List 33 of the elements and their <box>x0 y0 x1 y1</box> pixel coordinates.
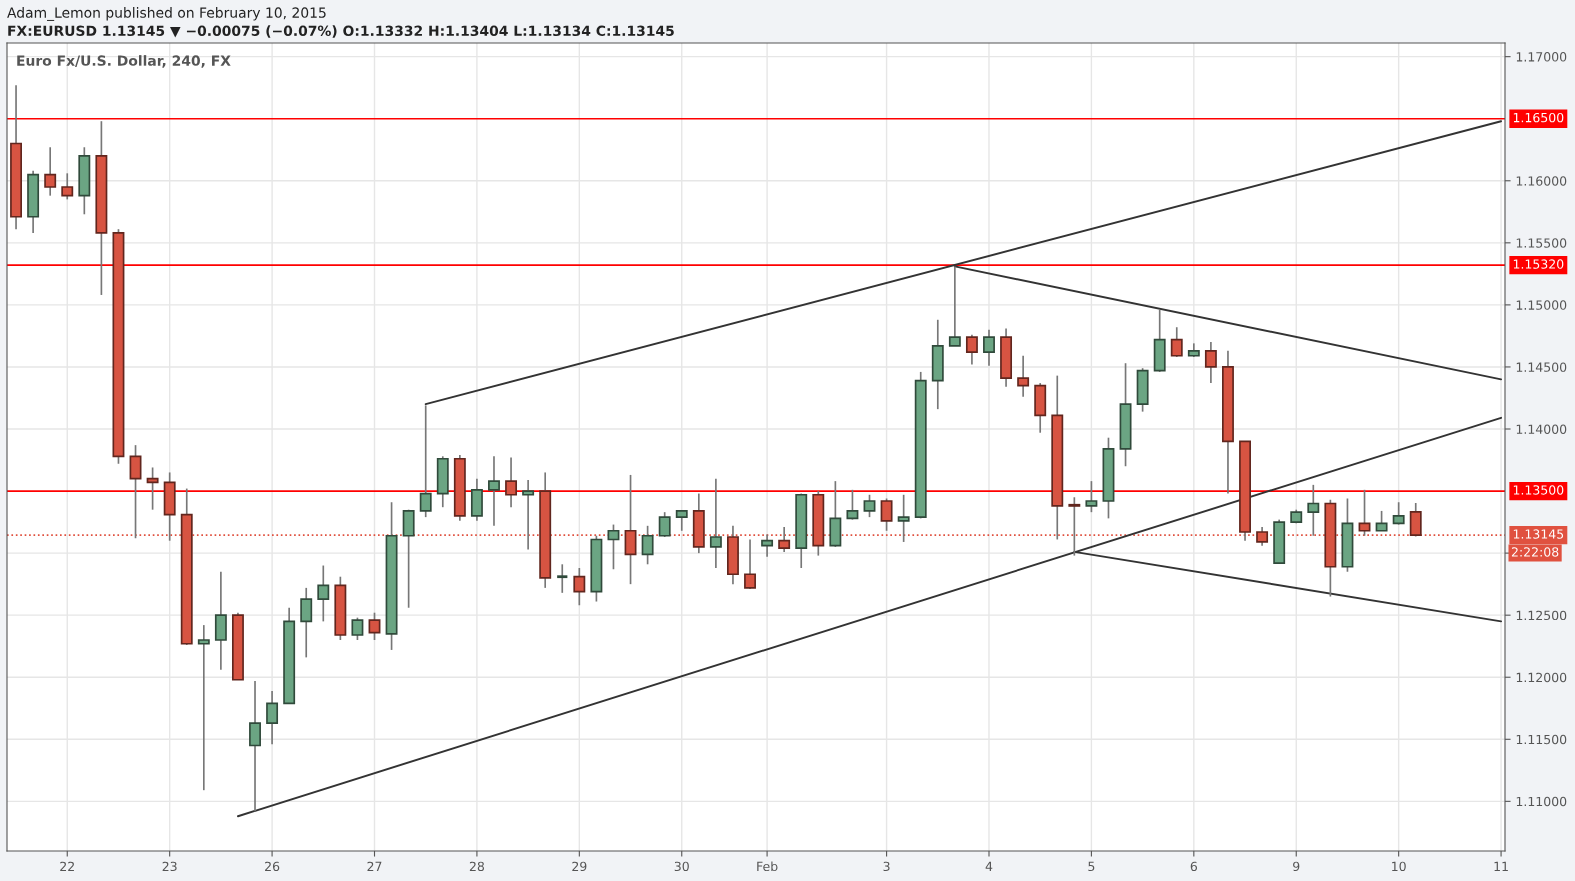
x-tick-label: Feb <box>757 861 778 872</box>
y-tick-label: 1.12500 <box>1516 610 1567 621</box>
x-tick-label: 30 <box>674 861 689 872</box>
x-tick-label: 11 <box>1494 861 1508 871</box>
ref-line-label: 1.15320 <box>1513 259 1564 269</box>
y-tick-label: 1.15000 <box>1516 300 1567 310</box>
text: Euro Fx/U.S. Dollar, 240, FX <box>17 55 231 68</box>
x-tick-label: 28 <box>469 861 485 872</box>
text: Adam_Lemon published on February 10, 2015 <box>7 7 326 21</box>
x-tick-label: 9 <box>1293 861 1300 872</box>
x-tick-label: 26 <box>265 861 280 872</box>
ref-line-label: 1.13500 <box>1513 485 1564 495</box>
y-tick-label: 1.16000 <box>1516 176 1567 186</box>
x-tick-label: 10 <box>1392 861 1406 872</box>
y-tick-label: 1.11000 <box>1516 796 1567 807</box>
x-tick-label: 4 <box>985 861 993 871</box>
y-tick-label: 1.14500 <box>1516 362 1567 372</box>
y-tick-label: 1.14000 <box>1516 424 1567 434</box>
ref-line-label: 1.13145 <box>1513 529 1564 539</box>
x-tick-label: 23 <box>162 861 177 872</box>
x-tick-label: 22 <box>60 861 74 871</box>
x-tick-label: 6 <box>1190 861 1198 872</box>
x-tick-label: 3 <box>883 861 890 872</box>
x-tick-label: 29 <box>572 861 587 872</box>
x-tick-label: 27 <box>367 861 382 871</box>
text: FX:EURUSD 1.13145 ▼ −0.00075 (−0.07%) O:1.13332 H:1.13404 L:1.13134 C:1.13145 <box>8 25 674 38</box>
ref-line-label: 1.16500 <box>1513 112 1564 123</box>
y-tick-label: 1.12000 <box>1516 672 1567 683</box>
y-tick-label: 1.15500 <box>1516 238 1567 248</box>
text: 2:22:08 <box>1511 547 1559 557</box>
y-tick-label: 1.17000 <box>1516 52 1567 62</box>
x-tick-label: 5 <box>1088 861 1095 872</box>
y-tick-label: 1.11500 <box>1516 734 1567 745</box>
